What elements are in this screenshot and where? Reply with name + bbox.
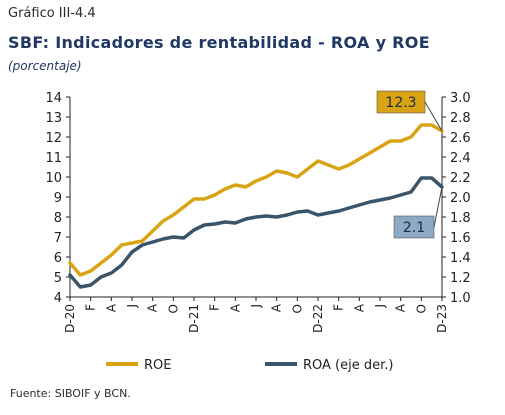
y-right-tick-label: 3.0 <box>450 91 471 106</box>
legend-roe-label: ROE <box>144 358 171 373</box>
chart-subtitle: (porcentaje) <box>8 59 82 73</box>
x-tick-label: O <box>414 304 428 313</box>
roa-series-line <box>68 176 444 289</box>
x-tick-label: J <box>373 304 387 309</box>
y-left-tick-label: 13 <box>45 111 62 126</box>
roa-annotation-leader <box>433 186 443 228</box>
y-right-tick-label: 1.0 <box>450 291 471 306</box>
roe-series-line <box>68 123 444 277</box>
x-tick-label: J <box>125 304 139 309</box>
roa-last-value-label: 2.1 <box>403 220 425 236</box>
y-right-tick-label: 2.6 <box>450 131 471 146</box>
roe-annotation-leader <box>424 101 443 132</box>
y-left-tick-label: 7 <box>54 231 62 246</box>
y-left-tick-label: 10 <box>45 171 62 186</box>
source-note: Fuente: SIBOIF y BCN. <box>10 387 131 400</box>
x-tick-label: A <box>352 303 366 312</box>
x-tick-label: O <box>166 304 180 313</box>
y-left-tick-label: 8 <box>54 211 62 226</box>
y-left-tick-label: 4 <box>54 291 62 306</box>
y-left-tick-label: 14 <box>45 91 62 106</box>
chart-title: SBF: Indicadores de rentabilidad - ROA y… <box>8 33 430 52</box>
y-right-tick-label: 2.0 <box>450 191 471 206</box>
x-tick-label: J <box>249 304 263 309</box>
x-tick-label: A <box>394 303 408 312</box>
x-tick-label: D-23 <box>435 304 449 333</box>
figure-label: Gráfico III-4.4 <box>8 6 96 21</box>
roe-last-value-label: 12.3 <box>385 95 416 111</box>
y-left-tick-label: 5 <box>54 271 62 286</box>
x-tick-label: F <box>208 304 222 311</box>
x-tick-label: F <box>84 304 98 311</box>
chart-annotations: 12.3 2.1 <box>376 90 443 239</box>
y-right-tick-label: 2.4 <box>450 151 471 166</box>
chart-legend: ROE ROA (eje der.) <box>106 358 393 373</box>
x-tick-label: O <box>290 304 304 313</box>
y-right-tick-label: 1.6 <box>450 231 471 246</box>
y-right-tick-label: 2.2 <box>450 171 471 186</box>
x-tick-label: A <box>270 303 284 312</box>
x-tick-label: F <box>332 304 346 311</box>
x-tick-label: A <box>146 303 160 312</box>
y-left-tick-label: 11 <box>45 151 62 166</box>
y-right-tick-label: 1.8 <box>450 211 471 226</box>
x-tick-label: A <box>104 303 118 312</box>
y-right-tick-label: 1.4 <box>450 251 471 266</box>
y-left-tick-label: 9 <box>54 191 62 206</box>
x-tick-label: D-21 <box>187 304 201 333</box>
x-tick-label: D-22 <box>311 304 325 333</box>
y-left-tick-label: 12 <box>45 131 62 146</box>
y-right-tick-label: 1.2 <box>450 271 471 286</box>
chart-series <box>68 123 444 289</box>
y-right-tick-label: 2.8 <box>450 111 471 126</box>
legend-roa-label: ROA (eje der.) <box>303 358 393 373</box>
x-tick-label: A <box>228 303 242 312</box>
x-tick-label: D-20 <box>63 304 77 333</box>
y-left-tick-label: 6 <box>54 251 62 266</box>
chart-axes: 4 5 6 7 8 9 10 11 12 13 14 1.0 1.2 1.4 1.6 1.8 2.0 2.2 2.4… <box>45 91 470 333</box>
